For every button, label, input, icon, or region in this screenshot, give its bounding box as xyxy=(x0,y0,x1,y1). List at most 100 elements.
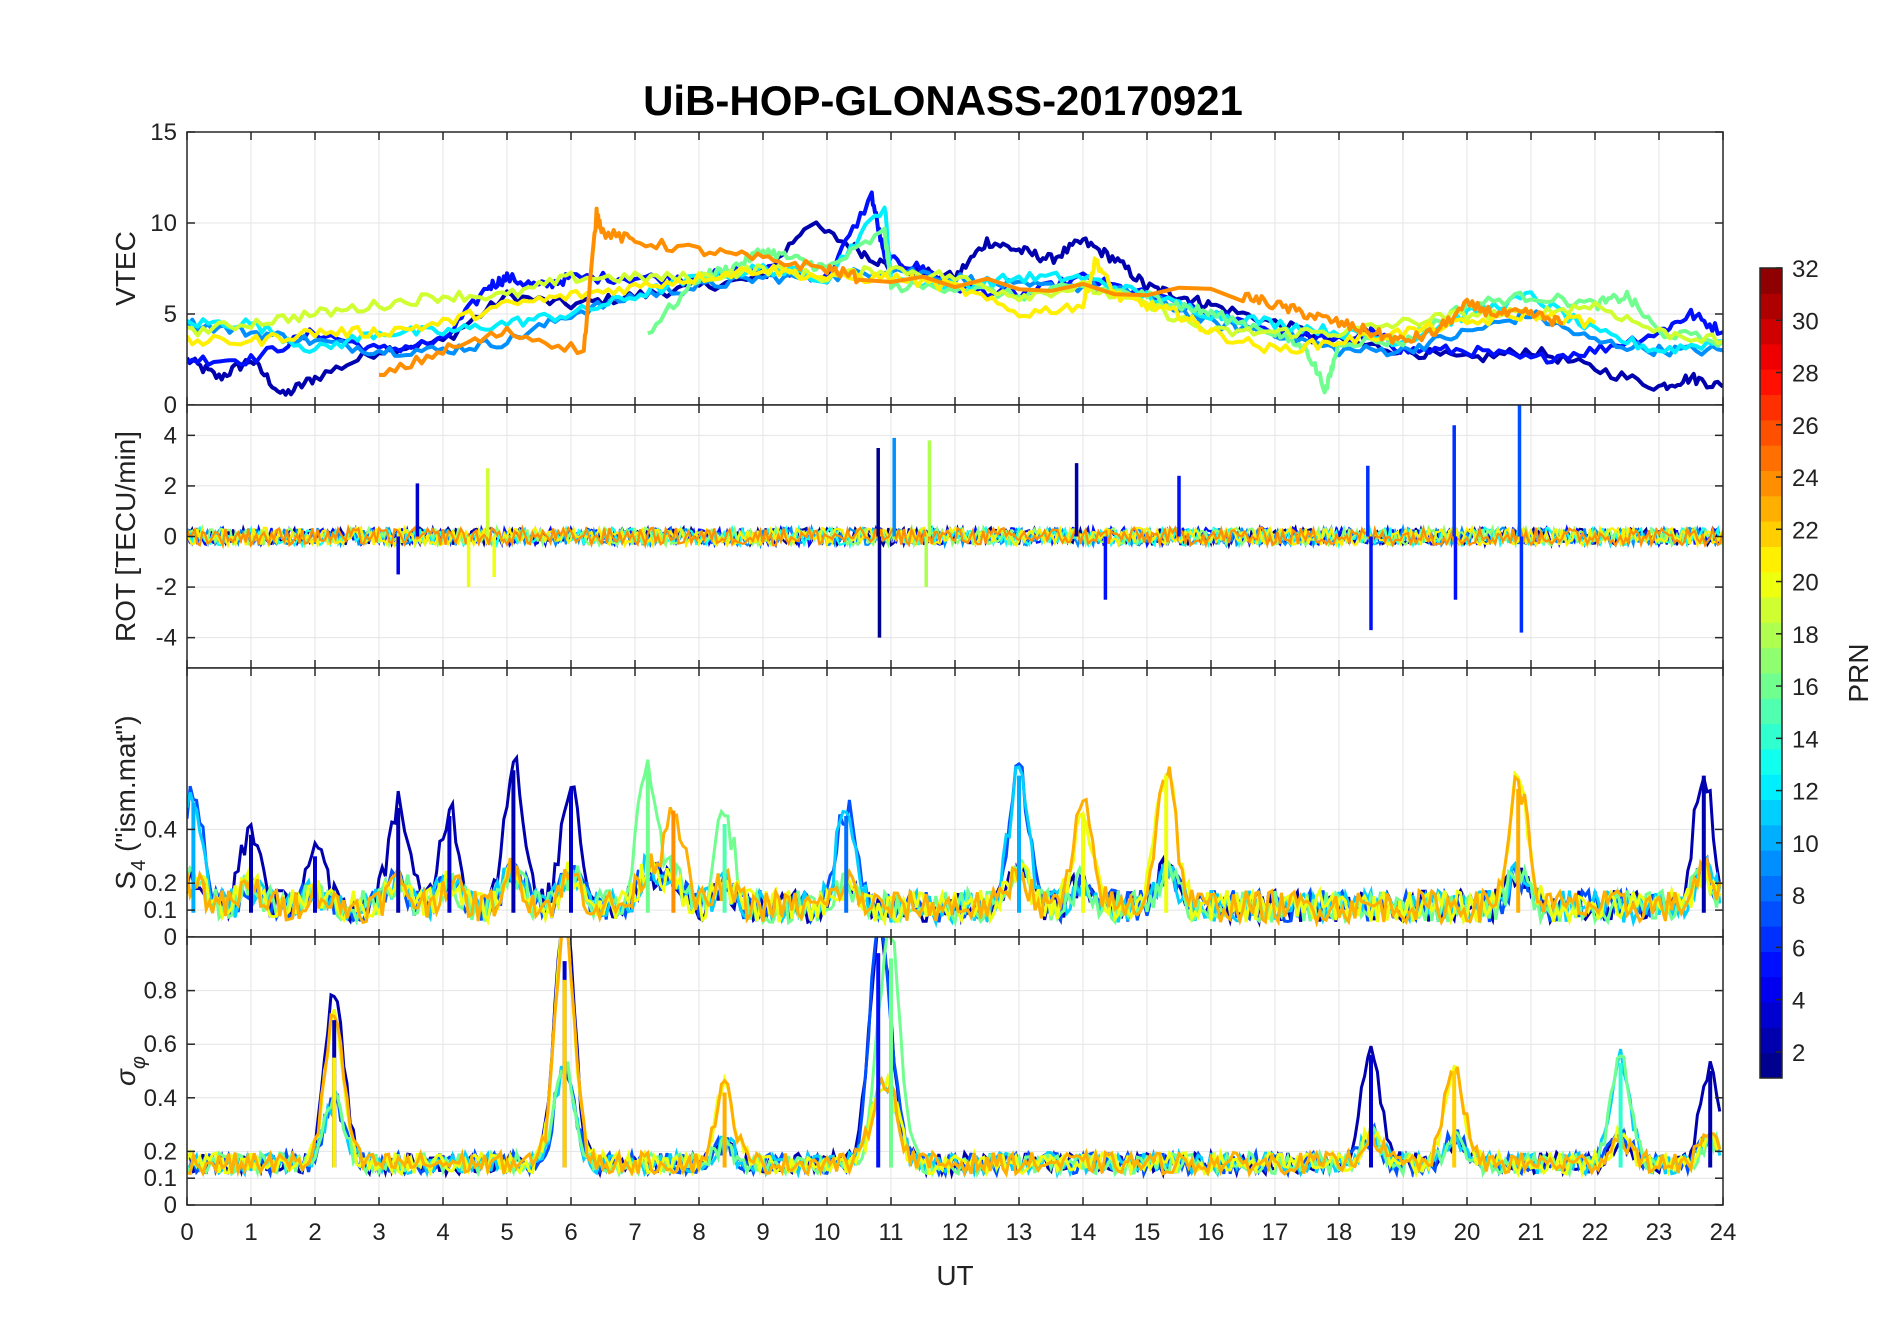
y-axis-label-s4: S4 ("ism.mat") xyxy=(110,715,150,889)
x-tick-label: 4 xyxy=(436,1219,449,1246)
colorbar-tick-label: 16 xyxy=(1792,674,1819,701)
colorbar-tick-label: 22 xyxy=(1792,517,1819,544)
x-tick-label: 21 xyxy=(1518,1219,1545,1246)
x-tick-label: 19 xyxy=(1390,1219,1417,1246)
series-prn-5 xyxy=(187,190,1723,367)
colorbar-tick-label: 26 xyxy=(1792,413,1819,440)
x-tick-label: 24 xyxy=(1710,1219,1737,1246)
colorbar-segment xyxy=(1760,622,1782,649)
x-tick-label: 15 xyxy=(1134,1219,1161,1246)
plot-area xyxy=(187,405,1723,638)
y-tick-label: 0.4 xyxy=(144,816,177,843)
colorbar-segment xyxy=(1760,875,1782,902)
colorbar-segment xyxy=(1760,698,1782,725)
x-tick-label: 23 xyxy=(1646,1219,1673,1246)
colorbar-segment xyxy=(1760,571,1782,598)
series-prn-24 xyxy=(378,206,1564,377)
colorbar-tick-label: 4 xyxy=(1792,988,1805,1015)
y-tick-label: 0 xyxy=(164,524,177,551)
colorbar-segment xyxy=(1760,1002,1782,1028)
colorbar-tick-label: 14 xyxy=(1792,726,1819,753)
y-tick-label: 2 xyxy=(164,473,177,500)
colorbar-segment xyxy=(1760,546,1782,573)
panel-s4: 00.10.2 0.4S4 ("ism.mat") xyxy=(110,667,1724,951)
colorbar-segment xyxy=(1760,748,1782,775)
panel-vtec: 0 5 10 15 VTEC xyxy=(110,119,1724,419)
colorbar-segment xyxy=(1760,673,1782,699)
colorbar-tick-label: 18 xyxy=(1792,622,1819,649)
colorbar-label: PRN xyxy=(1843,643,1874,702)
x-axis-label: UT xyxy=(936,1260,973,1291)
x-tick-label: 13 xyxy=(1006,1219,1033,1246)
colorbar-segment xyxy=(1760,824,1782,851)
colorbar-segment xyxy=(1760,976,1782,1003)
y-tick-label: 0.8 xyxy=(144,978,177,1005)
y-tick-label: -4 xyxy=(156,625,177,652)
colorbar-frame xyxy=(1759,267,1783,1079)
colorbar-segment xyxy=(1760,850,1782,876)
x-tick-label: 12 xyxy=(942,1219,969,1246)
series-prn-19 xyxy=(187,263,1723,346)
colorbar-tick-label: 8 xyxy=(1792,883,1805,910)
y-tick-label: 0.1 xyxy=(144,897,177,924)
series-prn-23 xyxy=(187,937,1722,1178)
series-prn-23 xyxy=(187,766,1722,928)
y-tick-label: -2 xyxy=(156,574,177,601)
colorbar-segment xyxy=(1760,268,1782,294)
y-tick-label: 0 xyxy=(164,924,177,951)
colorbar-segment xyxy=(1760,1052,1782,1079)
colorbar-segment xyxy=(1760,900,1782,927)
colorbar-segment xyxy=(1760,445,1782,471)
colorbar-segment xyxy=(1760,293,1782,320)
x-tick-label: 11 xyxy=(879,1219,904,1246)
colorbar-tick-label: 10 xyxy=(1792,831,1819,858)
x-tick-label: 5 xyxy=(500,1219,513,1246)
plot-area xyxy=(187,190,1723,397)
y-tick-label: 4 xyxy=(164,422,177,449)
colorbar-segment xyxy=(1760,343,1782,370)
x-axis: 0 1 2 3 4 5 6 7 8 9 10 11 12 13 14 15 16 17 18 19 20 21 22 23 24 xyxy=(180,1219,1736,1246)
colorbar-tick-label: 28 xyxy=(1792,361,1819,388)
colorbar-segment xyxy=(1760,1027,1782,1054)
y-tick-label: 0 xyxy=(164,1192,177,1219)
x-tick-label: 14 xyxy=(1070,1219,1097,1246)
colorbar-segment xyxy=(1760,470,1782,497)
y-tick-label: 15 xyxy=(150,119,177,146)
noise-prn-21 xyxy=(187,524,1723,550)
colorbar-tick-label: 2 xyxy=(1792,1040,1805,1067)
plot-area xyxy=(187,753,1722,929)
y-tick-label: 0.6 xyxy=(144,1031,177,1058)
y-tick-label: 10 xyxy=(150,210,177,237)
colorbar-segment xyxy=(1760,419,1782,446)
x-tick-label: 18 xyxy=(1326,1219,1353,1246)
y-tick-label: 0.4 xyxy=(144,1085,177,1112)
colorbar-tick-label: 32 xyxy=(1792,256,1819,283)
panel-sigma_phi: 00.10.2 0.4 0.6 0.8 σφ xyxy=(110,936,1724,1219)
y-tick-label: 0.1 xyxy=(144,1165,177,1192)
series-prn-16 xyxy=(187,937,1722,1179)
x-tick-label: 16 xyxy=(1198,1219,1225,1246)
colorbar-tick-label: 20 xyxy=(1792,570,1819,597)
x-tick-label: 17 xyxy=(1262,1219,1289,1246)
y-axis-label-rot: ROT [TECU/min] xyxy=(110,431,141,642)
chart-title: UiB-HOP-GLONASS-20170921 xyxy=(643,77,1243,124)
y-tick-label: 5 xyxy=(164,301,177,328)
colorbar-segment xyxy=(1760,597,1782,623)
y-axis-label-sigma_phi: σφ xyxy=(110,1056,150,1086)
colorbar-tick-label: 24 xyxy=(1792,465,1819,492)
colorbar-segment xyxy=(1760,318,1782,345)
x-tick-label: 2 xyxy=(308,1219,321,1246)
colorbar-tick-label: 12 xyxy=(1792,779,1819,806)
colorbar-segment xyxy=(1760,495,1782,522)
colorbar-segment xyxy=(1760,774,1782,801)
colorbar-segment xyxy=(1760,723,1782,750)
x-tick-label: 1 xyxy=(244,1219,257,1246)
colorbar-segment xyxy=(1760,369,1782,396)
x-tick-label: 8 xyxy=(692,1219,705,1246)
colorbar-segment xyxy=(1760,799,1782,826)
colorbar-segment xyxy=(1760,926,1782,952)
plot-area xyxy=(187,937,1722,1180)
y-tick-label: 0 xyxy=(164,392,177,419)
